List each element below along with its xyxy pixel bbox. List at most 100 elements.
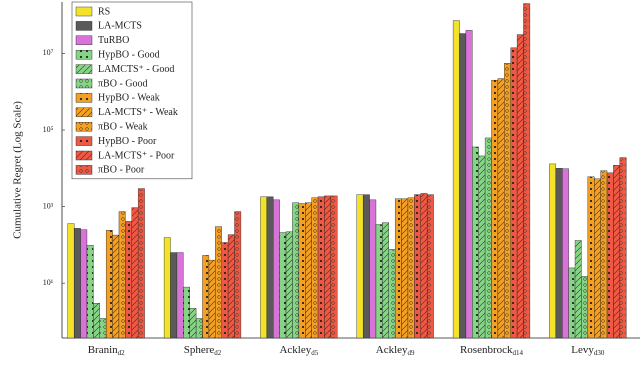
bar — [581, 276, 589, 339]
legend-swatch — [75, 150, 93, 161]
bar — [298, 203, 306, 339]
bar — [131, 207, 139, 339]
bar — [215, 226, 222, 339]
bar — [176, 252, 184, 339]
bar — [574, 240, 582, 339]
legend-label: TuRBO — [98, 35, 129, 46]
bar — [587, 176, 595, 339]
bar — [510, 47, 518, 339]
bar — [388, 249, 396, 339]
legend-swatch — [75, 136, 93, 146]
category-subscript: d9 — [408, 349, 416, 357]
legend-label: HypBO - Weak — [98, 93, 160, 104]
category-name: Sphere — [184, 344, 215, 356]
legend-swatch — [75, 165, 93, 175]
legend-swatch — [75, 93, 93, 103]
y-tick-label: 10¹ — [43, 278, 54, 287]
legend-label: LAMCTS⁺ - Good — [98, 64, 174, 75]
legend-box — [71, 1, 193, 180]
legend-label: πBO - Weak — [98, 121, 148, 132]
bar — [317, 196, 325, 339]
bar — [234, 211, 242, 339]
bar — [401, 198, 409, 339]
legend-label: πBO - Poor — [98, 165, 145, 176]
x-tick-label: Ackleyd9 — [376, 344, 415, 357]
bar — [555, 168, 563, 339]
y-tick-label: 10⁵ — [43, 125, 54, 134]
bar — [266, 196, 274, 339]
x-tick-label: Rosenbrockd14 — [460, 344, 524, 357]
bar — [221, 242, 229, 339]
bar — [472, 146, 479, 339]
legend-label: LA-MCTS⁺ - Weak — [98, 107, 178, 118]
bar — [67, 223, 75, 339]
bar — [324, 195, 332, 339]
bar — [330, 195, 338, 339]
bar — [426, 194, 434, 339]
legend-swatch — [75, 64, 93, 74]
legend-label: HypBO - Good — [98, 49, 160, 60]
bar — [86, 245, 94, 339]
category-subscript: d14 — [513, 349, 524, 357]
bar — [73, 228, 81, 339]
bar — [516, 34, 524, 339]
bar — [285, 231, 293, 339]
y-tick-label: 10³ — [43, 201, 54, 210]
bar — [568, 267, 576, 339]
y-tick-label: 10⁷ — [43, 48, 54, 57]
category-name: Ackley — [376, 344, 408, 356]
category-subscript: d5 — [311, 349, 319, 357]
x-tick-label: Ackleyd5 — [279, 344, 318, 357]
bar — [208, 259, 216, 339]
bar — [311, 197, 319, 339]
legend-swatch — [75, 78, 93, 89]
bar — [99, 318, 107, 339]
bar — [356, 194, 364, 339]
x-tick-label: Levyd30 — [571, 344, 605, 357]
bar — [407, 197, 415, 339]
bar — [118, 211, 126, 339]
legend-swatch — [75, 121, 93, 132]
bar — [497, 78, 505, 339]
category-name: Ackley — [279, 344, 311, 356]
category-subscript: d2 — [118, 349, 126, 357]
x-tick-label: Branind2 — [88, 344, 125, 357]
bar — [305, 202, 312, 339]
bar — [375, 224, 383, 339]
category-name: Rosenbrock — [460, 344, 513, 356]
legend-swatch — [75, 107, 93, 118]
category-name: Levy — [571, 344, 594, 356]
bar — [484, 137, 492, 339]
bar — [80, 229, 88, 339]
bar — [523, 3, 531, 339]
legend-swatch — [75, 6, 93, 17]
legend-label: HypBO - Poor — [98, 136, 157, 147]
bar — [292, 202, 300, 339]
bar — [619, 157, 627, 339]
legend-label: RS — [98, 6, 110, 17]
bar — [362, 194, 370, 339]
bar — [549, 163, 557, 339]
bar — [189, 308, 197, 339]
bar — [613, 165, 621, 339]
bar — [202, 255, 210, 339]
legend-swatch — [75, 50, 93, 60]
legend-label: LA-MCTS⁺ - Poor — [98, 150, 175, 161]
bar — [491, 79, 499, 339]
category-subscript: d30 — [594, 349, 605, 357]
y-axis-label: Cumulative Regret (Log Scale) — [12, 101, 24, 239]
legend-label: πBO - Good — [98, 78, 148, 89]
bar — [452, 20, 460, 339]
category-subscript: d2 — [214, 349, 222, 357]
bar — [594, 178, 601, 339]
legend-label: LA-MCTS — [98, 21, 142, 32]
category-name: Branin — [88, 344, 118, 356]
bar — [112, 234, 120, 339]
legend-swatch — [75, 21, 93, 31]
bar — [420, 193, 428, 339]
bar — [369, 199, 377, 339]
bar — [562, 168, 569, 339]
bar — [273, 199, 280, 339]
legend-swatch — [75, 35, 93, 45]
